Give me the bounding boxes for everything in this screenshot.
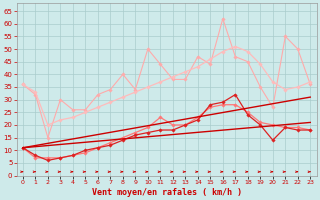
X-axis label: Vent moyen/en rafales ( km/h ): Vent moyen/en rafales ( km/h ) <box>92 188 242 197</box>
